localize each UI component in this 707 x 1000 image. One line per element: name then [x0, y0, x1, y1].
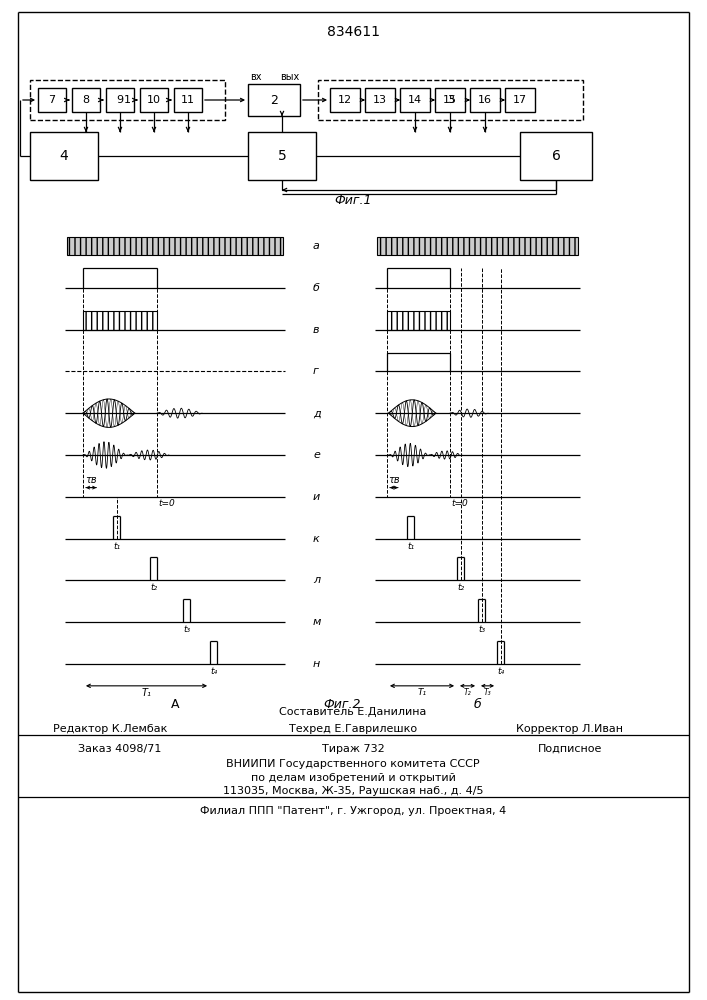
- Text: 6: 6: [551, 149, 561, 163]
- Text: б: б: [473, 698, 481, 712]
- Text: 2: 2: [270, 94, 278, 106]
- Text: м: м: [313, 617, 322, 627]
- Polygon shape: [389, 400, 436, 427]
- Bar: [174, 88, 202, 112]
- Text: τв: τв: [388, 475, 399, 485]
- Text: T₂: T₂: [464, 688, 472, 697]
- Bar: [520, 132, 592, 180]
- Text: 10: 10: [147, 95, 161, 105]
- Text: 7: 7: [49, 95, 56, 105]
- Bar: [330, 88, 360, 112]
- Text: Корректор Л.Иван: Корректор Л.Иван: [517, 724, 624, 734]
- Bar: [248, 84, 300, 116]
- Text: t₄: t₄: [210, 667, 217, 676]
- Bar: [248, 132, 316, 180]
- Text: е: е: [313, 450, 320, 460]
- Bar: [387, 311, 450, 330]
- Text: Редактор К.Лембак: Редактор К.Лембак: [53, 724, 167, 734]
- Bar: [318, 80, 583, 120]
- Text: 9: 9: [117, 95, 124, 105]
- Text: 4: 4: [59, 149, 69, 163]
- Text: 14: 14: [408, 95, 422, 105]
- Bar: [377, 237, 578, 255]
- Text: τв: τв: [86, 475, 97, 485]
- Text: и: и: [313, 492, 320, 502]
- Polygon shape: [83, 399, 135, 427]
- Bar: [106, 88, 134, 112]
- Text: Заказ 4098/71: Заказ 4098/71: [78, 744, 162, 754]
- Text: t₃: t₃: [478, 625, 485, 634]
- Text: 15: 15: [443, 95, 457, 105]
- Text: t₁: t₁: [407, 542, 414, 551]
- Bar: [505, 88, 535, 112]
- Text: 3: 3: [447, 95, 454, 105]
- Bar: [83, 311, 157, 330]
- Text: t=0: t=0: [158, 499, 175, 508]
- Text: A: A: [171, 698, 180, 712]
- Bar: [67, 237, 283, 255]
- Text: t=0: t=0: [451, 499, 468, 508]
- Text: t₂: t₂: [457, 583, 464, 592]
- Text: 12: 12: [338, 95, 352, 105]
- Bar: [435, 88, 465, 112]
- Text: 113035, Москва, Ж-35, Раушская наб., д. 4/5: 113035, Москва, Ж-35, Раушская наб., д. …: [223, 786, 484, 796]
- Text: Филиал ППП "Патент", г. Ужгород, ул. Проектная, 4: Филиал ППП "Патент", г. Ужгород, ул. Про…: [200, 806, 506, 816]
- Text: н: н: [313, 659, 320, 669]
- Bar: [72, 88, 100, 112]
- Text: а: а: [313, 241, 320, 251]
- Text: Тираж 732: Тираж 732: [322, 744, 385, 754]
- Bar: [30, 132, 98, 180]
- Bar: [30, 80, 225, 120]
- Text: T₁: T₁: [417, 688, 426, 697]
- Text: д: д: [313, 408, 321, 418]
- Text: Фиг.2: Фиг.2: [323, 698, 361, 712]
- Text: б: б: [313, 283, 320, 293]
- Text: вых: вых: [281, 72, 300, 82]
- Text: 5: 5: [278, 149, 286, 163]
- Text: Подписное: Подписное: [538, 744, 602, 754]
- Text: 13: 13: [373, 95, 387, 105]
- Bar: [470, 88, 500, 112]
- Text: 8: 8: [83, 95, 90, 105]
- Text: T₁: T₁: [141, 688, 151, 698]
- Text: по делам изобретений и открытий: по делам изобретений и открытий: [250, 773, 455, 783]
- Text: t₄: t₄: [497, 667, 504, 676]
- Text: в: в: [313, 325, 320, 335]
- Text: t₂: t₂: [150, 583, 157, 592]
- Text: Техред Е.Гаврилешко: Техред Е.Гаврилешко: [289, 724, 417, 734]
- Text: л: л: [313, 575, 320, 585]
- Text: T₃: T₃: [484, 688, 491, 697]
- Text: вх: вх: [250, 72, 262, 82]
- Bar: [400, 88, 430, 112]
- Text: Фиг.1: Фиг.1: [334, 194, 372, 207]
- Text: t₃: t₃: [183, 625, 190, 634]
- Text: г: г: [313, 366, 319, 376]
- Text: 11: 11: [181, 95, 195, 105]
- Text: 17: 17: [513, 95, 527, 105]
- Text: ВНИИПИ Государственного комитета СССР: ВНИИПИ Государственного комитета СССР: [226, 759, 480, 769]
- Text: 834611: 834611: [327, 25, 380, 39]
- Text: Составитель Е.Данилина: Составитель Е.Данилина: [279, 707, 427, 717]
- Text: 1: 1: [124, 95, 131, 105]
- Text: к: к: [313, 534, 320, 544]
- Bar: [38, 88, 66, 112]
- Bar: [140, 88, 168, 112]
- Text: t₁: t₁: [113, 542, 120, 551]
- Text: 16: 16: [478, 95, 492, 105]
- Bar: [365, 88, 395, 112]
